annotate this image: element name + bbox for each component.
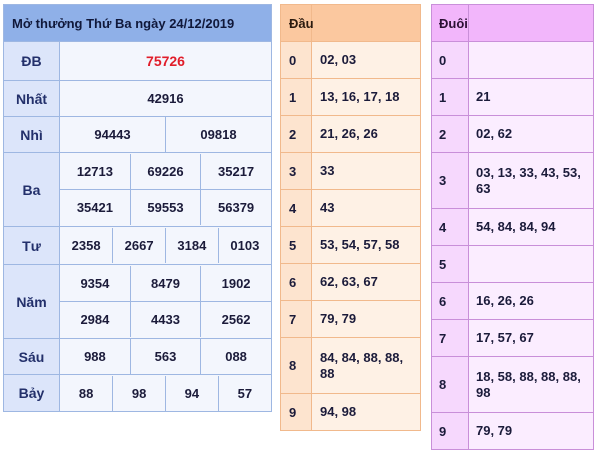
dau-values: 13, 16, 17, 18 <box>311 78 421 116</box>
prize-value-nam: 2562 <box>200 301 271 337</box>
prize-group-nam: 9354 8479 1902 2984 4433 2562 <box>59 264 272 339</box>
dau-digit: 6 <box>280 263 312 301</box>
prize-label-db: ĐB <box>3 41 60 81</box>
dau-values: 43 <box>311 189 421 227</box>
dau-digit: 8 <box>280 337 312 394</box>
prize-label-ba: Ba <box>3 152 60 227</box>
prize-value-tu: 2667 <box>112 228 166 263</box>
prize-value-ba: 69226 <box>129 154 201 190</box>
lottery-results-table: Mở thưởng Thứ Ba ngày 24/12/2019 ĐB 7572… <box>3 4 272 412</box>
duoi-values: 02, 62 <box>468 115 594 153</box>
duoi-digit: 4 <box>431 208 469 246</box>
duoi-header: Đuôi <box>431 4 469 42</box>
duoi-digit: 9 <box>431 412 469 450</box>
prize-group-sau: 988 563 088 <box>59 338 272 375</box>
duoi-values: 18, 58, 88, 88, 88, 98 <box>468 356 594 413</box>
prize-label-sau: Sáu <box>3 338 60 375</box>
duoi-digit: 5 <box>431 245 469 283</box>
dau-digit: 7 <box>280 300 312 338</box>
prize-value-nam: 2984 <box>60 301 131 337</box>
duoi-digit: 7 <box>431 319 469 357</box>
duoi-digit: 0 <box>431 41 469 79</box>
dau-digit: 3 <box>280 152 312 190</box>
dau-digit: 2 <box>280 115 312 153</box>
prize-value-nam: 9354 <box>60 266 131 302</box>
prize-value-nhi: 94443 <box>60 117 166 152</box>
prize-value-tu: 3184 <box>165 228 219 263</box>
prize-value-bay: 88 <box>60 375 113 411</box>
prize-value-nam: 1902 <box>200 266 271 302</box>
prize-value-db: 75726 <box>59 41 272 81</box>
prize-value-nam: 4433 <box>129 301 201 337</box>
duoi-digit: 6 <box>431 282 469 320</box>
dau-table: Đầu 0 02, 03 1 13, 16, 17, 18 2 21, 26, 26 … <box>280 4 421 431</box>
duoi-values <box>468 245 594 283</box>
prize-value-tu: 2358 <box>60 228 113 263</box>
dau-values: 33 <box>311 152 421 190</box>
prize-group-nhi: 94443 09818 <box>59 116 272 153</box>
duoi-digit: 8 <box>431 356 469 413</box>
dau-digit: 1 <box>280 78 312 116</box>
prize-value-sau: 988 <box>60 339 131 374</box>
duoi-values: 79, 79 <box>468 412 594 450</box>
prize-label-nam: Năm <box>3 264 60 339</box>
dau-values: 94, 98 <box>311 393 421 431</box>
duoi-digit: 3 <box>431 152 469 209</box>
prize-value-ba: 12713 <box>60 154 131 190</box>
prize-value-ba: 56379 <box>200 189 271 225</box>
duoi-header-filler <box>468 4 594 42</box>
duoi-values: 21 <box>468 78 594 116</box>
dau-digit: 0 <box>280 41 312 79</box>
prize-label-nhat: Nhất <box>3 80 60 117</box>
duoi-values: 54, 84, 84, 94 <box>468 208 594 246</box>
prize-value-sau: 088 <box>200 339 271 374</box>
prize-value-ba: 59553 <box>129 189 201 225</box>
prize-value-ba: 35217 <box>200 154 271 190</box>
dau-header-filler <box>311 4 421 42</box>
prize-value-nam: 8479 <box>129 266 201 302</box>
dau-header: Đầu <box>280 4 314 42</box>
prize-value-bay: 94 <box>165 375 219 411</box>
dau-values: 62, 63, 67 <box>311 263 421 301</box>
dau-digit: 4 <box>280 189 312 227</box>
duoi-values <box>468 41 594 79</box>
dau-values: 21, 26, 26 <box>311 115 421 153</box>
results-title: Mở thưởng Thứ Ba ngày 24/12/2019 <box>3 4 272 42</box>
duoi-digit: 2 <box>431 115 469 153</box>
prize-value-nhi: 09818 <box>165 117 271 152</box>
dau-values: 79, 79 <box>311 300 421 338</box>
prize-value-nhat: 42916 <box>59 80 272 117</box>
dau-values: 53, 54, 57, 58 <box>311 226 421 264</box>
prize-label-tu: Tư <box>3 226 60 265</box>
duoi-values: 17, 57, 67 <box>468 319 594 357</box>
dau-digit: 5 <box>280 226 312 264</box>
prize-label-nhi: Nhì <box>3 116 60 153</box>
prize-group-tu: 2358 2667 3184 0103 <box>59 226 272 265</box>
prize-value-bay: 57 <box>217 375 271 411</box>
dau-values: 84, 84, 88, 88, 88 <box>311 337 421 394</box>
duoi-table: Đuôi 0 1 21 2 02, 62 3 03, 13, 33, 43, 53, … <box>431 4 594 450</box>
duoi-values: 16, 26, 26 <box>468 282 594 320</box>
dau-values: 02, 03 <box>311 41 421 79</box>
prize-group-ba: 12713 69226 35217 35421 59553 56379 <box>59 152 272 227</box>
prize-value-ba: 35421 <box>60 189 131 225</box>
prize-value-sau: 563 <box>129 339 201 374</box>
dau-digit: 9 <box>280 393 312 431</box>
prize-value-bay: 98 <box>112 375 166 411</box>
duoi-digit: 1 <box>431 78 469 116</box>
prize-group-bay: 88 98 94 57 <box>59 374 272 412</box>
prize-value-tu: 0103 <box>217 228 271 263</box>
prize-label-bay: Bảy <box>3 374 60 412</box>
duoi-values: 03, 13, 33, 43, 53, 63 <box>468 152 594 209</box>
